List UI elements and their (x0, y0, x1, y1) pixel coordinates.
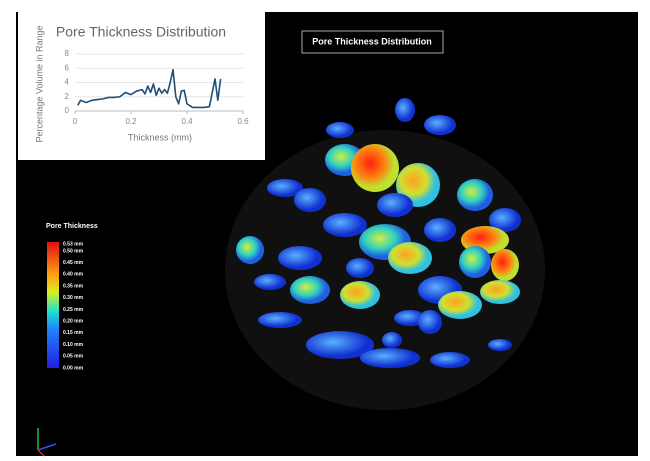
y-axis-label: Percentage Volume in Range (34, 25, 44, 142)
x-tick-label: 0.6 (237, 117, 249, 126)
y-tick-label: 0 (65, 106, 70, 115)
y-tick-label: 6 (65, 63, 70, 72)
color-bar (47, 242, 59, 368)
x-axis-label: Thickness (mm) (128, 132, 192, 142)
y-tick-label: 8 (65, 49, 70, 58)
legend-label: 0.20 mm (63, 319, 84, 325)
legend-label: 0.50 mm (63, 248, 84, 254)
legend-label: 0.10 mm (63, 342, 84, 348)
chart-title: Pore Thickness Distribution (56, 24, 226, 40)
legend-title: Pore Thickness (46, 223, 98, 230)
x-tick-label: 0.4 (181, 117, 193, 126)
axis-triad (37, 428, 57, 457)
legend-label: 0.30 mm (63, 295, 84, 301)
viewer-title: Pore Thickness Distribution (312, 36, 432, 46)
legend-label: 0.15 mm (63, 330, 84, 336)
y-tick-label: 4 (65, 78, 70, 87)
legend-label: 0.25 mm (63, 307, 84, 313)
x-tick-label: 0 (73, 117, 78, 126)
legend-label: 0.35 mm (63, 283, 84, 289)
pore-render (225, 98, 545, 410)
y-tick-label: 2 (65, 92, 70, 101)
x-tick-label: 0.2 (125, 117, 137, 126)
legend-label: 0.45 mm (63, 260, 84, 266)
legend-label: 0.05 mm (63, 354, 84, 360)
legend-label: 0.00 mm (63, 365, 84, 371)
inset-panel (18, 12, 265, 160)
legend-label: 0.40 mm (63, 272, 84, 278)
legend-labels: 0.53 mm0.50 mm 0.45 mm 0.40 mm 0.35 mm 0.30 … (63, 241, 84, 371)
data-line (77, 68, 222, 109)
viewer-title-box (301, 30, 444, 54)
legend-label: 0.53 mm (63, 241, 84, 247)
